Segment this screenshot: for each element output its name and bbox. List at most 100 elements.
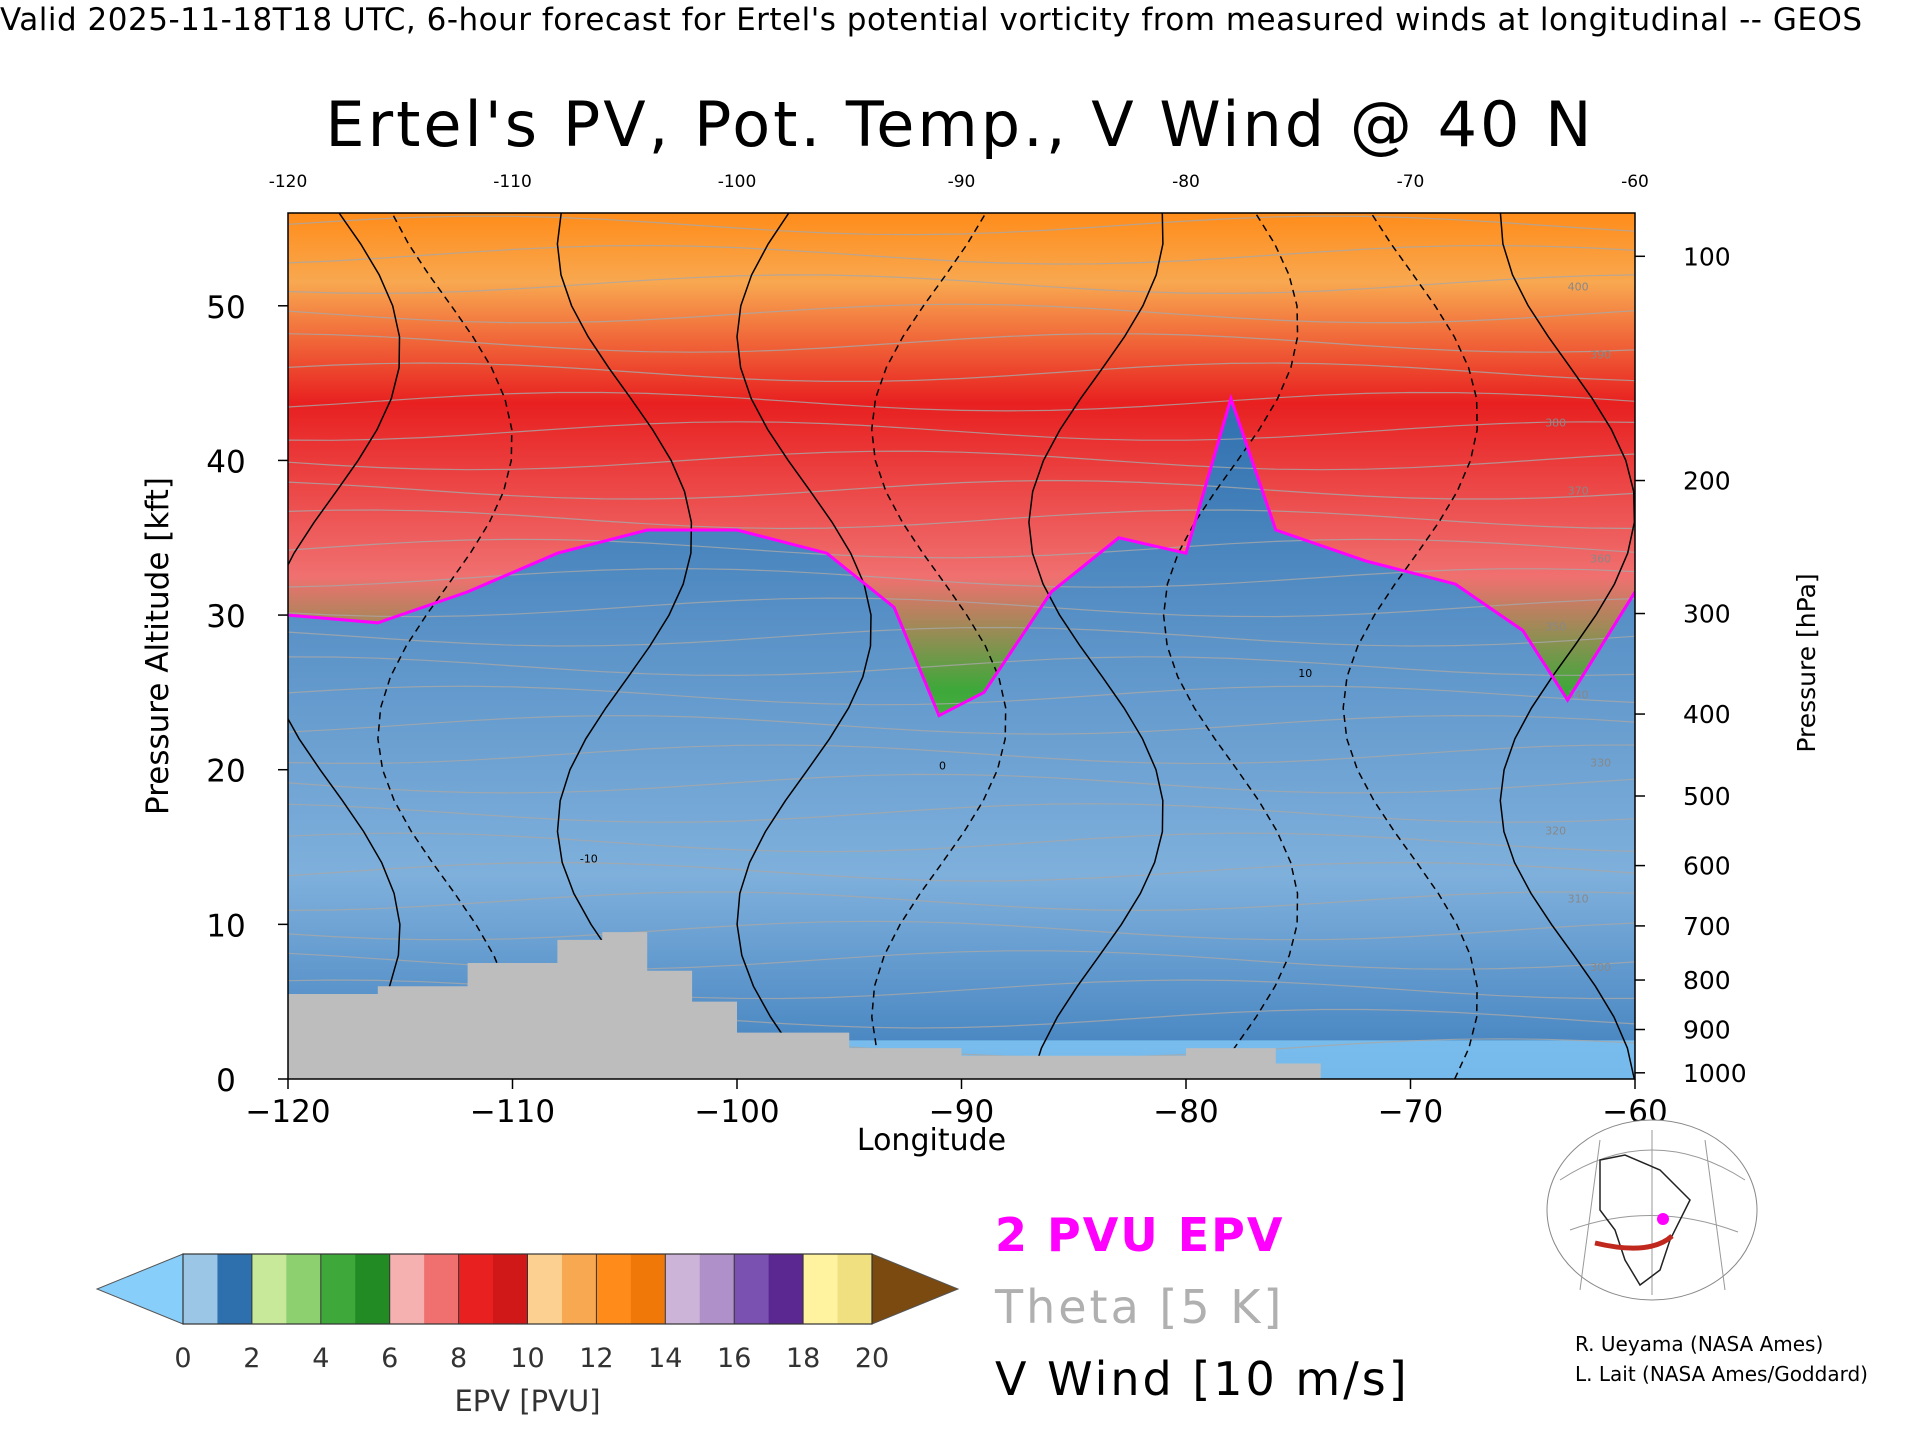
tropopause-2pvu-line: [288, 393, 1635, 718]
colorbar-under-arrow: [95, 1253, 184, 1325]
vwind-contour: [736, 213, 872, 1079]
x-tick-label: −70: [1378, 1094, 1443, 1130]
colorbar-swatch: [251, 1254, 287, 1324]
inset-graticule: [1569, 1215, 1739, 1233]
colorbar-tick-label: 20: [855, 1343, 889, 1374]
vwind-contour-label: -10: [580, 853, 598, 866]
pressure-tick-label: 700: [1683, 912, 1731, 941]
y-tick-label: 30: [206, 599, 245, 635]
colorbar-swatch: [217, 1254, 253, 1324]
x-tick-label: −90: [929, 1094, 994, 1130]
x-tick-label: −110: [470, 1094, 555, 1130]
inset-graticule: [1704, 1139, 1726, 1291]
theta-contour: [288, 861, 1635, 882]
terrain: [288, 932, 1321, 1079]
theta-contour-label: 310: [1568, 893, 1589, 906]
inset-coastline: [1599, 1154, 1691, 1287]
top-tick-label: -60: [1621, 172, 1649, 192]
theta-contour: [288, 362, 1635, 382]
pressure-tick-label: 300: [1683, 600, 1731, 629]
top-tick-label: -70: [1397, 172, 1425, 192]
theta-contour: [288, 920, 1635, 941]
colorbar-label: EPV [PVU]: [454, 1384, 600, 1418]
x-tick-label: −80: [1153, 1094, 1218, 1130]
colorbar-swatch: [527, 1254, 563, 1324]
theta-contour: [288, 450, 1635, 471]
theta-contour: [288, 803, 1635, 823]
vwind-contour: [1028, 213, 1164, 1079]
inset-marker: [1657, 1213, 1669, 1225]
colorbar-swatch: [596, 1254, 632, 1324]
y-tick-label: 10: [206, 908, 245, 944]
theta-contour-label: 330: [1590, 757, 1611, 770]
credit-line-2: L. Lait (NASA Ames/Goddard): [1575, 1362, 1868, 1386]
top-tick-label: -100: [718, 172, 757, 192]
inset-graticule: [1579, 1139, 1601, 1291]
vwind-contour-label: 10: [1298, 667, 1312, 680]
x-tick-label: −120: [245, 1094, 330, 1130]
colorbar-swatch: [183, 1254, 218, 1324]
y-tick-label: 50: [206, 290, 245, 326]
colorbar-swatch: [389, 1254, 425, 1324]
colorbar-swatch: [458, 1254, 494, 1324]
theta-contour-label: 350: [1545, 621, 1566, 634]
theta-contour-label: 370: [1568, 484, 1589, 497]
theta-contour: [288, 303, 1635, 324]
colorbar-swatch: [768, 1254, 804, 1324]
colorbar-swatch: [803, 1254, 839, 1324]
pressure-tick-label: 1000: [1683, 1059, 1747, 1088]
troposphere-field: [288, 398, 1635, 1079]
chart-title: Ertel's PV, Pot. Temp., V Wind @ 40 N: [325, 88, 1595, 161]
theta-contour: [288, 891, 1635, 912]
y-tick-label: 20: [206, 754, 245, 790]
theta-contour: [288, 333, 1635, 353]
y-tick-label: 40: [206, 444, 245, 480]
colorbar-swatch: [286, 1254, 322, 1324]
y-axis-label: Pressure Altitude [kft]: [140, 477, 176, 815]
y2-axis-label: Pressure [hPa]: [1792, 573, 1821, 752]
theta-contour: [288, 626, 1635, 647]
top-tick-label: -110: [493, 172, 532, 192]
vwind-contour: [870, 213, 1007, 1079]
x-axis-label: Longitude: [857, 1123, 1006, 1158]
pressure-tick-label: 400: [1683, 700, 1731, 729]
vwind-contour: [1342, 213, 1478, 1079]
legend-theta: Theta [5 K]: [995, 1280, 1285, 1334]
x-tick-label: −100: [694, 1094, 779, 1130]
legend-pv: 2 PVU EPV: [995, 1208, 1285, 1262]
colorbar-swatch: [630, 1254, 666, 1324]
colorbar-swatch: [424, 1254, 460, 1324]
theta-contour-label: 390: [1590, 348, 1611, 361]
colorbar-swatch: [665, 1254, 701, 1324]
colorbar-swatch: [355, 1254, 391, 1324]
theta-contour: [288, 215, 1635, 236]
vwind-contours: -10 0 10: [288, 213, 1635, 1079]
y-tick-label: 0: [216, 1063, 236, 1099]
colorbar-swatch: [493, 1254, 528, 1324]
colorbar-swatch: [734, 1254, 770, 1324]
top-tick-label: -90: [948, 172, 976, 192]
colorbar-swatch: [699, 1254, 735, 1324]
colorbar-tick-label: 8: [450, 1343, 467, 1374]
header-text: Valid 2025-11-18T18 UTC, 6-hour forecast…: [0, 2, 1863, 38]
colorbar-swatch: [837, 1254, 873, 1324]
theta-contour: [288, 714, 1635, 735]
theta-contour: [288, 773, 1635, 794]
theta-contour: [288, 391, 1635, 412]
theta-contour: [288, 421, 1635, 441]
pressure-tick-label: 900: [1683, 1016, 1731, 1045]
theta-contour: [288, 597, 1635, 618]
theta-contour: [288, 538, 1635, 559]
theta-contour-label: 380: [1545, 416, 1566, 429]
colorbar-tick-label: 16: [717, 1343, 751, 1374]
pressure-tick-label: 800: [1683, 966, 1731, 995]
theta-contour-label: 300: [1590, 961, 1611, 974]
colorbar-over-arrow: [871, 1253, 960, 1325]
pressure-tick-label: 100: [1683, 242, 1731, 271]
vwind-contour: [556, 213, 693, 1079]
theta-contour: [288, 274, 1635, 295]
theta-contour: [288, 744, 1635, 765]
colorbar-tick-label: 14: [648, 1343, 682, 1374]
colorbar-tick-label: 0: [174, 1343, 191, 1374]
